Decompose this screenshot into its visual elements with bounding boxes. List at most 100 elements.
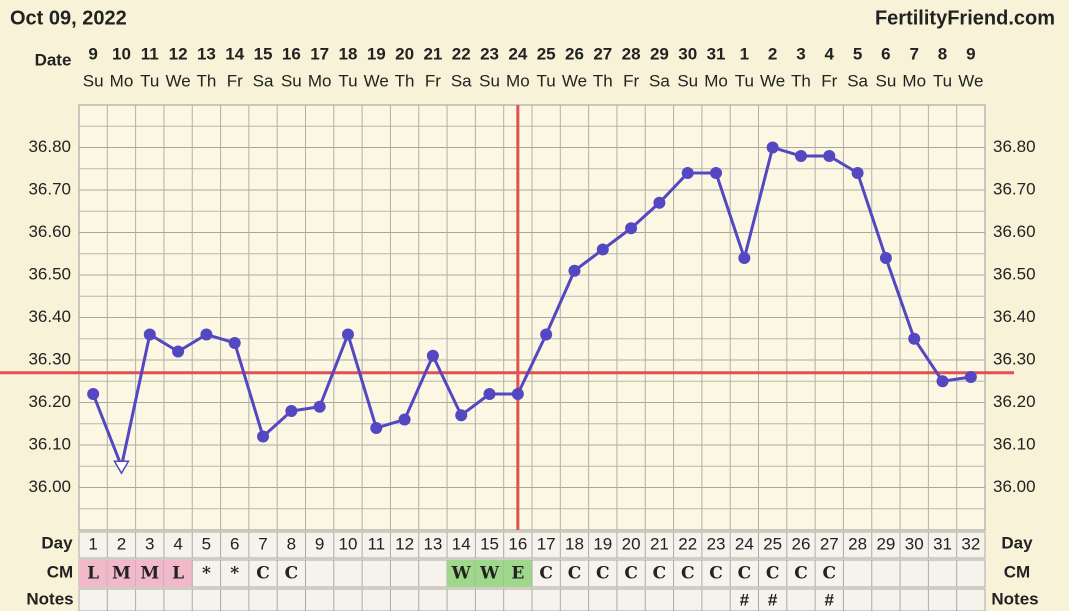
- cm-label: C: [766, 564, 780, 584]
- cm-label: C: [256, 564, 270, 584]
- date-label: 19: [367, 44, 386, 63]
- day-label: 5: [202, 534, 211, 553]
- point: [426, 349, 439, 362]
- cm-label: M: [112, 564, 131, 584]
- day-label: 13: [423, 534, 442, 553]
- day-label: 32: [961, 534, 980, 553]
- weekday-label: Su: [83, 71, 104, 90]
- point: [455, 409, 468, 422]
- cm-label: C: [624, 564, 638, 584]
- point: [936, 375, 949, 388]
- point: [228, 337, 241, 349]
- cm-label: C: [709, 564, 723, 584]
- y-tick-label: 36.80: [993, 137, 1036, 156]
- weekday-label: Th: [791, 71, 811, 90]
- y-tick-label: 36.30: [993, 349, 1036, 368]
- date-label: 23: [480, 44, 499, 63]
- y-tick-label: 36.20: [993, 392, 1036, 411]
- point: [257, 430, 270, 443]
- point: [908, 332, 921, 345]
- day-label: 24: [735, 534, 754, 553]
- cm-label: C: [738, 564, 752, 584]
- point: [143, 328, 156, 341]
- weekday-label: Sa: [451, 71, 472, 90]
- day-label: 30: [905, 534, 924, 553]
- day-label: 19: [593, 534, 612, 553]
- weekday-label: Tu: [933, 71, 952, 90]
- day-label: 15: [480, 534, 499, 553]
- cm-label: L: [172, 564, 184, 584]
- point: [738, 252, 751, 264]
- point: [370, 422, 383, 434]
- cm-label: W: [479, 564, 500, 584]
- weekday-label: Mo: [506, 71, 530, 90]
- cm-label: C: [568, 564, 582, 584]
- date-label: 28: [622, 44, 641, 63]
- point: [823, 150, 836, 162]
- cm-cell: [107, 560, 136, 587]
- row-label: CM: [1004, 562, 1030, 581]
- point: [964, 371, 977, 383]
- date-label: 9: [88, 44, 97, 63]
- y-tick-label: 36.70: [993, 179, 1036, 198]
- date-label: 5: [853, 44, 862, 63]
- date-label: 26: [565, 44, 584, 63]
- date-label: 25: [537, 44, 556, 63]
- weekday-label: Th: [196, 71, 216, 90]
- date-label: 12: [169, 44, 188, 63]
- day-label: 4: [173, 534, 182, 553]
- date-label: 22: [452, 44, 471, 63]
- date-label: 24: [508, 44, 527, 63]
- weekday-label: Su: [876, 71, 897, 90]
- point: [341, 328, 354, 341]
- note-label: #: [740, 590, 750, 609]
- date-label: 2: [768, 44, 777, 63]
- weekday-label: Th: [395, 71, 415, 90]
- point: [87, 388, 100, 400]
- date-label: 21: [423, 44, 442, 63]
- day-label: 31: [933, 534, 952, 553]
- date-label: 27: [593, 44, 612, 63]
- day-label: 12: [395, 534, 414, 553]
- day-label: 26: [792, 534, 811, 553]
- point: [540, 328, 553, 341]
- day-label: 1: [88, 534, 97, 553]
- date-label: 4: [825, 44, 835, 63]
- cm-label: C: [596, 564, 610, 584]
- y-tick-label: 36.20: [28, 392, 71, 411]
- date-label: 15: [254, 44, 273, 63]
- date-label: 11: [141, 44, 159, 63]
- date-label: 20: [395, 44, 414, 63]
- point: [172, 345, 185, 358]
- weekday-label: Sa: [253, 71, 274, 90]
- cm-cell: [79, 560, 108, 587]
- date-label: 14: [225, 44, 244, 63]
- discarded-point: [113, 460, 130, 475]
- y-tick-label: 36.50: [993, 264, 1036, 283]
- cm-label: *: [230, 564, 239, 584]
- weekday-label: Tu: [537, 71, 556, 90]
- y-tick-label: 36.50: [28, 264, 71, 283]
- date-label: 29: [650, 44, 669, 63]
- cm-label: M: [140, 564, 159, 584]
- date-label: 3: [796, 44, 805, 63]
- y-tick-label: 36.80: [28, 137, 71, 156]
- weekday-label: Mo: [704, 71, 728, 90]
- y-tick-label: 36.00: [28, 477, 71, 496]
- note-label: #: [768, 590, 778, 609]
- weekday-label: Tu: [735, 71, 754, 90]
- weekday-label: Fr: [821, 71, 837, 90]
- day-label: 8: [287, 534, 296, 553]
- weekday-label: Fr: [227, 71, 243, 90]
- cm-label: C: [653, 564, 667, 584]
- weekday-label: We: [364, 71, 389, 90]
- day-label: 6: [230, 534, 239, 553]
- cm-cell: [503, 560, 532, 587]
- point: [200, 328, 213, 341]
- row-label: CM: [47, 562, 73, 581]
- date-label: 18: [339, 44, 358, 63]
- row-label: Notes: [26, 589, 73, 608]
- date-label: 31: [707, 44, 726, 63]
